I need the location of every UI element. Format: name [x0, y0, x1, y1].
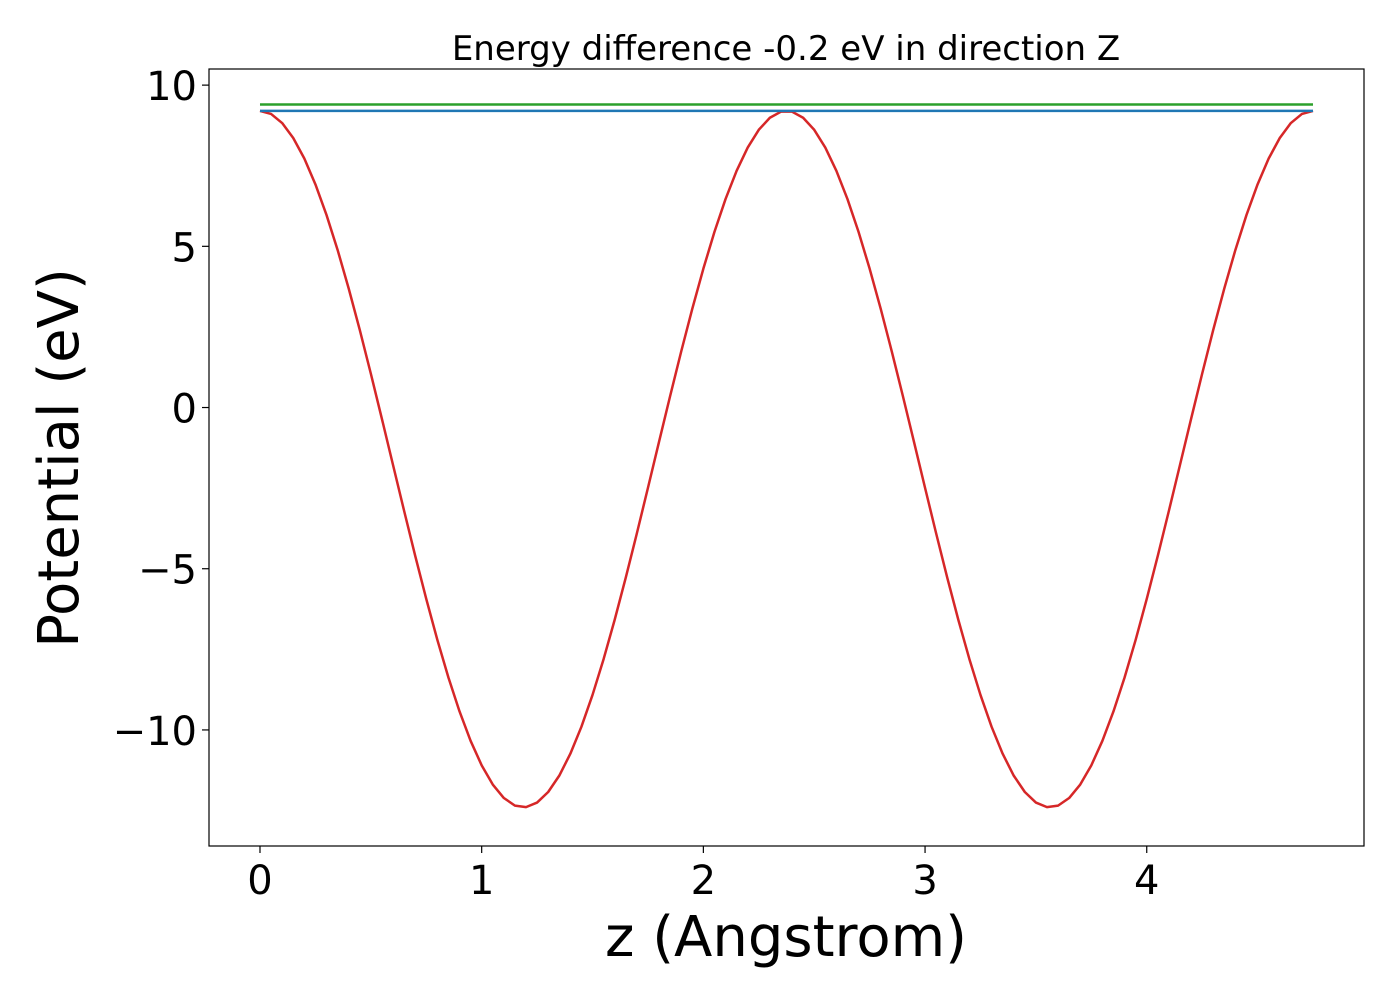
x-tick-label: 0	[247, 858, 272, 904]
x-tick-label: 3	[912, 858, 937, 904]
x-tick-label: 4	[1134, 858, 1159, 904]
plot-area: 0 1 2 3 4 −10 −5 0 5 10	[113, 64, 1365, 904]
y-tick-label: 10	[146, 64, 197, 110]
y-tick-label: 5	[172, 225, 197, 271]
y-axis-label: Potential (eV)	[27, 268, 92, 648]
series-line-0	[259, 109, 1314, 809]
plot-frame	[208, 68, 1365, 847]
y-tick-label: −10	[113, 709, 197, 755]
x-axis-label: z (Angstrom)	[605, 905, 967, 970]
x-tick-label: 1	[469, 858, 494, 904]
y-tick-label: −5	[138, 548, 197, 594]
chart-title: Energy difference -0.2 eV in direction Z	[452, 29, 1120, 69]
y-tick-label: 0	[172, 387, 197, 433]
x-tick-label: 2	[691, 858, 716, 904]
